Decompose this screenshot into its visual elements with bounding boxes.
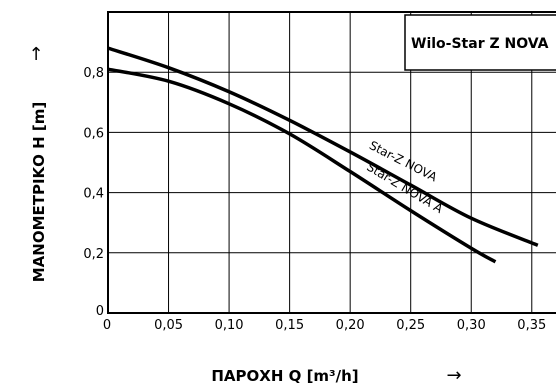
tick-labels: 0 0,05 0,10 0,15 0,20 0,25 0,30 0,35 0 0,2 0,4 0,6 0…: [83, 66, 546, 333]
legend-title-box: Wilo-Star Z NOVA: [404, 14, 556, 71]
x-axis-title: ΠΑΡΟΧΗ Q [m³/h]: [211, 367, 358, 385]
y-tick-label: 0,4: [83, 187, 104, 202]
x-tick-label: 0,25: [396, 318, 425, 333]
plot-frame: [107, 11, 556, 314]
x-tick-label: 0,15: [275, 318, 304, 333]
x-tick-label: 0,20: [336, 318, 365, 333]
x-tick-label: 0,05: [154, 318, 183, 333]
x-tick-label: 0,10: [215, 318, 244, 333]
x-tick-label: 0,30: [457, 318, 486, 333]
x-axis-arrow: →: [446, 365, 461, 386]
series-line: [107, 46, 539, 247]
chart-title: Wilo-Star Z NOVA: [411, 36, 549, 52]
x-tick-label: 0: [103, 318, 111, 333]
y-tick-label: 0,6: [83, 126, 104, 141]
y-axis-arrow: ↑: [28, 44, 43, 65]
y-tick-label: 0: [96, 304, 104, 319]
series-line: [107, 67, 497, 264]
y-axis-title: ΜΑΝΟΜΕΤΡΙΚΟ H [m]: [30, 102, 48, 283]
x-tick-label: 0,35: [517, 318, 546, 333]
y-tick-label: 0,8: [83, 66, 104, 81]
y-tick-label: 0,2: [83, 247, 104, 262]
